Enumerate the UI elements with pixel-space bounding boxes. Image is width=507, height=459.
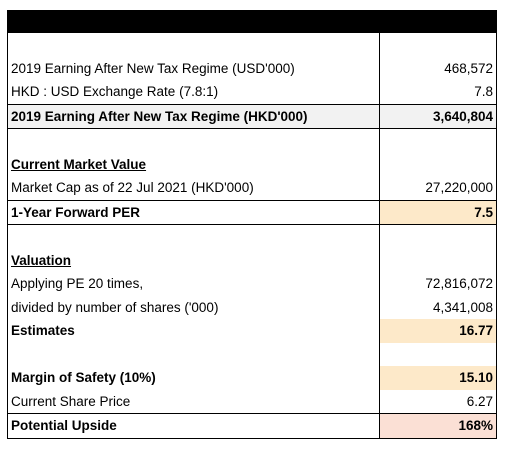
label: Estimates [7,319,380,343]
row: 1-Year Forward PER 7.5 [7,199,497,225]
sheet: 2019 Earning After New Tax Regime (USD'0… [7,10,497,439]
spacer-row [7,33,497,57]
label: Potential Upside [7,413,380,439]
row: 2019 Earning After New Tax Regime (HKD'0… [7,103,497,129]
section-title: Current Market Value [7,152,380,176]
spacer-row [7,128,497,153]
value: 15.10 [379,366,497,390]
value: 72,816,072 [425,276,493,292]
label: Margin of Safety (10%) [7,366,380,390]
spacer-row [7,224,497,249]
label: HKD : USD Exchange Rate (7.8:1) [7,80,380,104]
section-row: Valuation [7,248,497,272]
section-row: Current Market Value [7,152,497,176]
label: divided by number of shares ('000) [7,295,380,319]
row: Margin of Safety (10%) 15.10 [7,366,497,390]
value: 6.27 [466,393,493,409]
row: Applying PE 20 times, 72,816,072 [7,272,497,296]
label: Applying PE 20 times, [7,272,380,296]
row: Current Share Price 6.27 [7,389,497,414]
label: 2019 Earning After New Tax Regime (USD'0… [7,56,380,80]
value: 7.5 [379,199,497,225]
row: Market Cap as of 22 Jul 2021 (HKD'000) 27… [7,176,497,200]
row: 2019 Earning After New Tax Regime (USD'0… [7,56,497,80]
spacer-row [7,342,497,366]
label: 2019 Earning After New Tax Regime (HKD'0… [7,103,380,129]
value: 27,220,000 [425,180,493,196]
row: Estimates 16.77 [7,319,497,343]
value: 16.77 [379,319,497,343]
value: 468,572 [444,60,493,76]
label: 1-Year Forward PER [7,199,380,225]
value: 168% [379,413,497,439]
valuation-table: 2019 Earning After New Tax Regime (USD'0… [7,33,497,439]
value: 7.8 [474,84,493,100]
section-title: Valuation [7,248,380,272]
label: Market Cap as of 22 Jul 2021 (HKD'000) [7,176,380,200]
row: HKD : USD Exchange Rate (7.8:1) 7.8 [7,80,497,104]
header-bar [7,10,497,33]
label: Current Share Price [7,389,380,414]
value: 4,341,008 [432,299,493,315]
row: divided by number of shares ('000) 4,341,… [7,295,497,319]
value: 3,640,804 [379,103,497,129]
row: Potential Upside 168% [7,413,497,439]
